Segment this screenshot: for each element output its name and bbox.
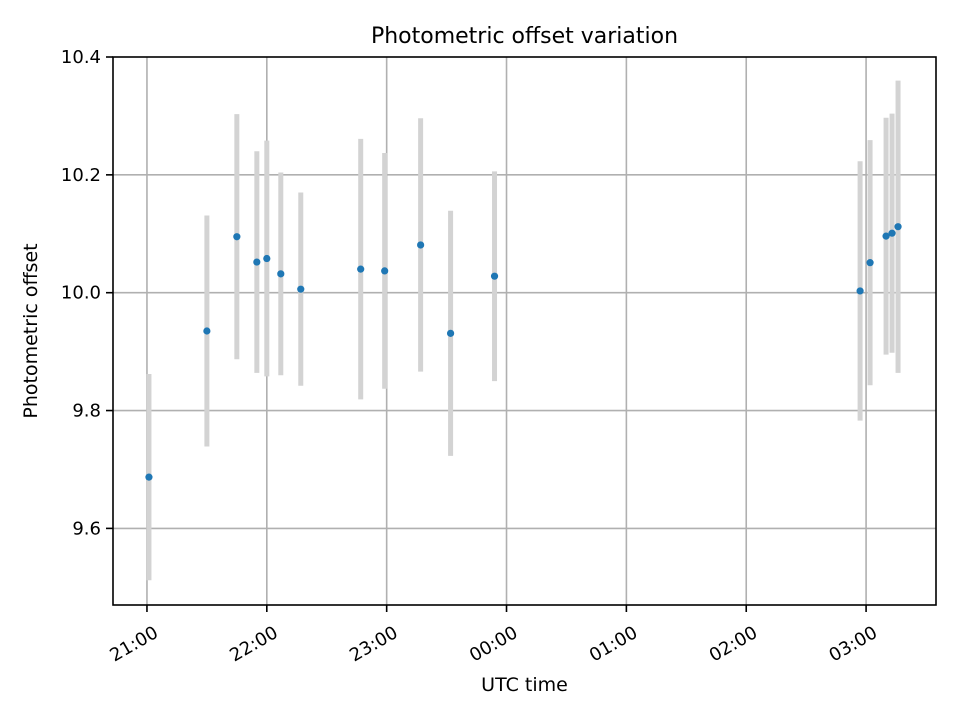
x-tick-label: 02:00 xyxy=(706,622,761,666)
data-point xyxy=(866,259,874,267)
data-points xyxy=(145,223,902,481)
data-point xyxy=(490,272,499,280)
data-point xyxy=(856,287,864,295)
data-point xyxy=(145,473,153,481)
error-bars xyxy=(146,80,901,581)
axis-ticks: 21:00 22:00 23:00 00:00 01:00 02:00 03:00 9.6 9.… xyxy=(61,47,881,666)
data-point xyxy=(277,270,285,278)
x-tick-label: 00:00 xyxy=(466,622,521,666)
data-point xyxy=(882,232,890,240)
y-tick-label: 10.4 xyxy=(61,47,101,68)
plot-frame xyxy=(112,56,937,606)
chart-title: Photometric offset variation xyxy=(371,24,678,49)
y-tick-label: 10.0 xyxy=(61,283,101,304)
data-point xyxy=(381,267,389,275)
data-point xyxy=(417,241,425,249)
x-axis-label: UTC time xyxy=(481,674,568,696)
data-point xyxy=(446,329,455,337)
data-point xyxy=(894,223,902,231)
y-tick-label: 10.2 xyxy=(61,165,101,186)
data-point xyxy=(253,258,261,266)
data-point xyxy=(888,229,896,237)
data-point xyxy=(263,254,271,263)
x-tick-label: 01:00 xyxy=(586,622,641,666)
data-point xyxy=(357,265,365,273)
data-point xyxy=(233,233,241,241)
x-tick-label: 22:00 xyxy=(226,622,281,666)
x-tick-label: 03:00 xyxy=(826,622,881,666)
y-tick-label: 9.6 xyxy=(72,518,101,539)
data-point xyxy=(297,285,305,293)
y-axis-label: Photometric offset xyxy=(20,243,42,418)
y-tick-label: 9.8 xyxy=(72,401,101,422)
data-point xyxy=(203,327,211,335)
x-tick-label: 23:00 xyxy=(346,622,401,666)
x-tick-label: 21:00 xyxy=(106,622,161,666)
